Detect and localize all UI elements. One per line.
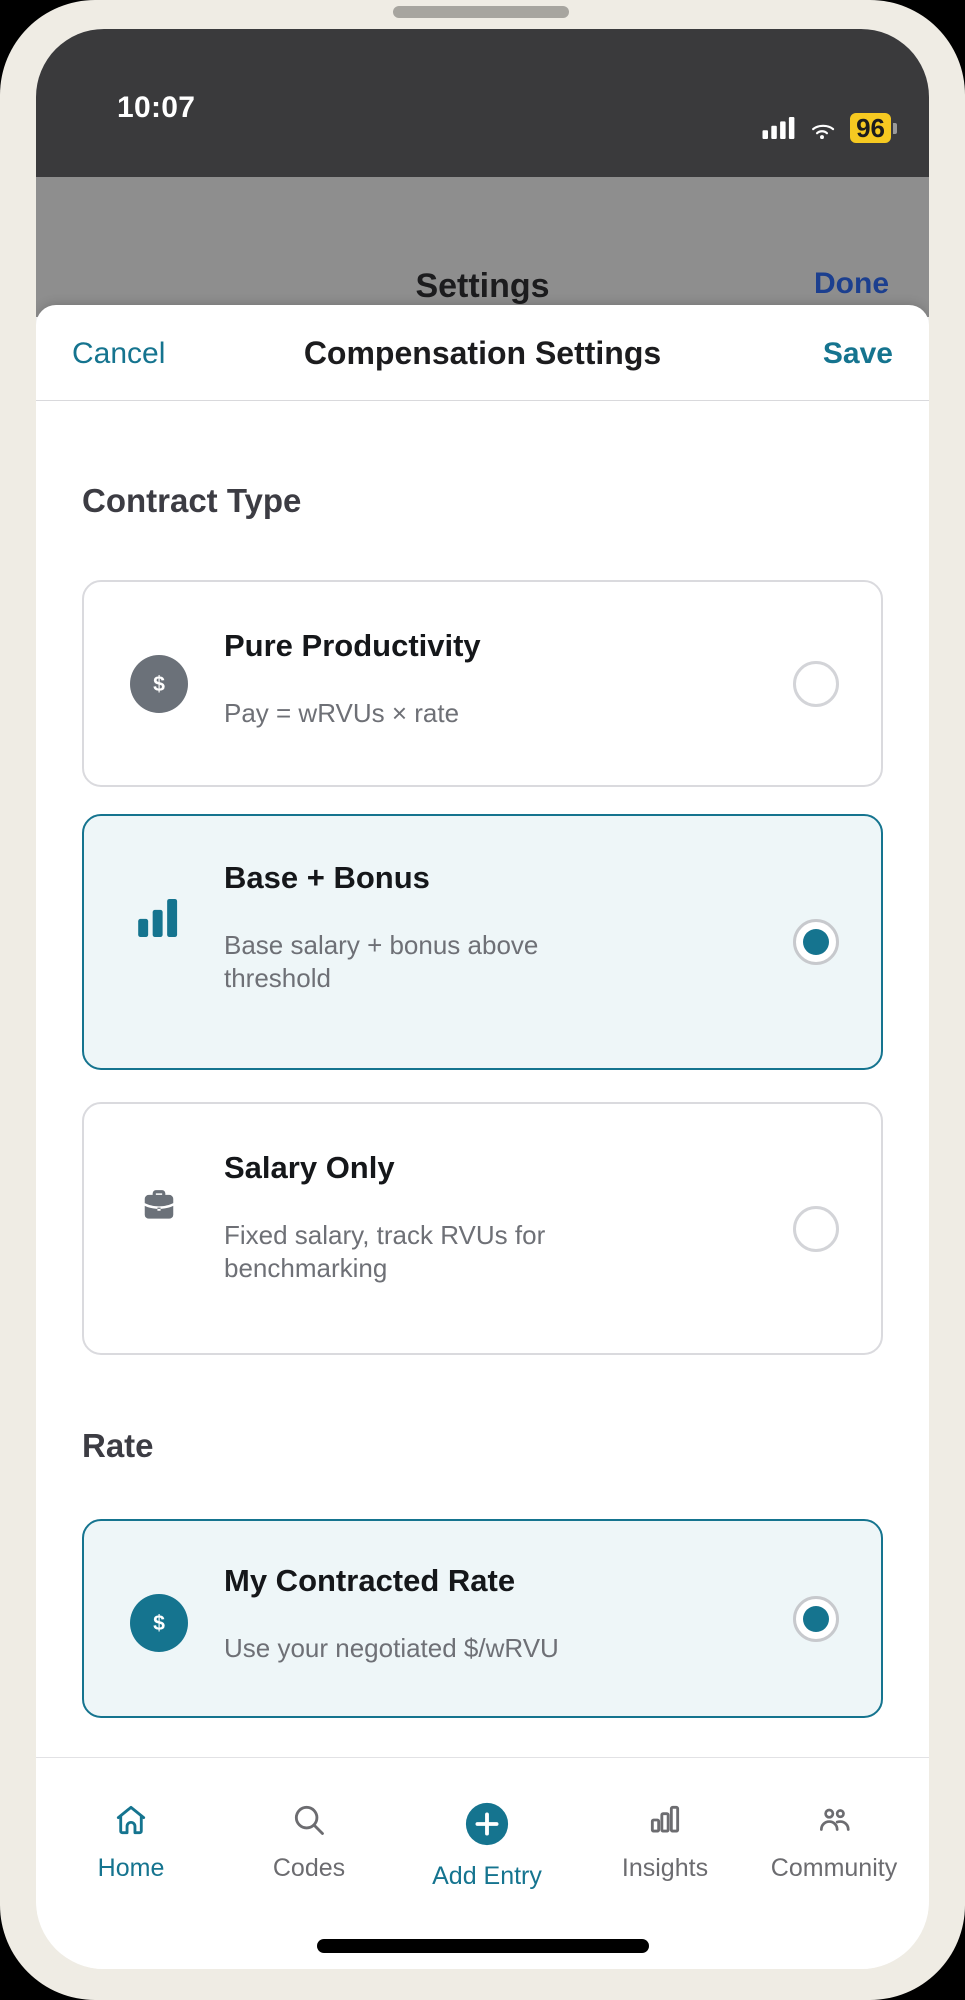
svg-text:$: $ xyxy=(153,672,165,696)
svg-text:$: $ xyxy=(153,1611,165,1635)
